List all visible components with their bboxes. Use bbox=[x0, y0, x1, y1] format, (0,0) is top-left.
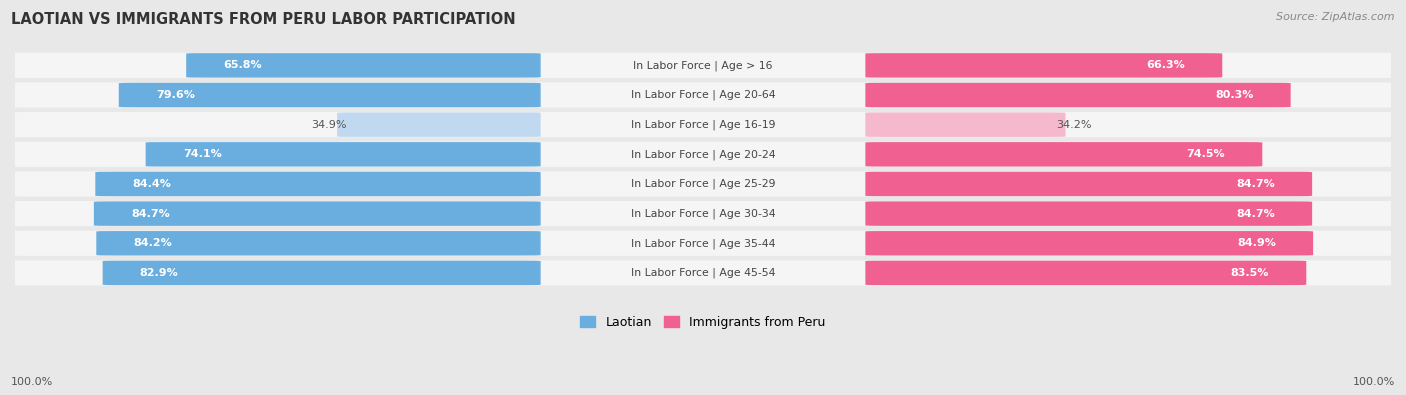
Text: 65.8%: 65.8% bbox=[224, 60, 262, 70]
Text: 80.3%: 80.3% bbox=[1215, 90, 1254, 100]
Text: 84.4%: 84.4% bbox=[132, 179, 172, 189]
Text: 34.2%: 34.2% bbox=[1056, 120, 1091, 130]
FancyBboxPatch shape bbox=[94, 201, 541, 226]
FancyBboxPatch shape bbox=[865, 142, 1263, 167]
FancyBboxPatch shape bbox=[118, 83, 541, 107]
FancyBboxPatch shape bbox=[865, 113, 1066, 137]
FancyBboxPatch shape bbox=[1, 171, 1405, 197]
FancyBboxPatch shape bbox=[1, 201, 1405, 226]
Text: In Labor Force | Age > 16: In Labor Force | Age > 16 bbox=[633, 60, 773, 71]
Text: In Labor Force | Age 20-24: In Labor Force | Age 20-24 bbox=[631, 149, 775, 160]
FancyBboxPatch shape bbox=[865, 53, 1222, 77]
Text: LAOTIAN VS IMMIGRANTS FROM PERU LABOR PARTICIPATION: LAOTIAN VS IMMIGRANTS FROM PERU LABOR PA… bbox=[11, 12, 516, 27]
FancyBboxPatch shape bbox=[865, 261, 1306, 285]
FancyBboxPatch shape bbox=[1, 83, 1405, 107]
FancyBboxPatch shape bbox=[865, 231, 1313, 256]
Text: In Labor Force | Age 25-29: In Labor Force | Age 25-29 bbox=[631, 179, 775, 189]
Text: In Labor Force | Age 20-64: In Labor Force | Age 20-64 bbox=[631, 90, 775, 100]
FancyBboxPatch shape bbox=[865, 172, 1312, 196]
FancyBboxPatch shape bbox=[1, 260, 1405, 286]
Text: 84.2%: 84.2% bbox=[134, 238, 172, 248]
Text: 74.1%: 74.1% bbox=[183, 149, 222, 159]
Text: 100.0%: 100.0% bbox=[1353, 377, 1395, 387]
FancyBboxPatch shape bbox=[186, 53, 541, 77]
Text: 84.7%: 84.7% bbox=[1236, 179, 1275, 189]
Text: 66.3%: 66.3% bbox=[1146, 60, 1185, 70]
FancyBboxPatch shape bbox=[146, 142, 541, 167]
FancyBboxPatch shape bbox=[1, 112, 1405, 137]
Text: 82.9%: 82.9% bbox=[139, 268, 179, 278]
Text: 74.5%: 74.5% bbox=[1187, 149, 1225, 159]
Legend: Laotian, Immigrants from Peru: Laotian, Immigrants from Peru bbox=[575, 311, 831, 334]
Text: 84.7%: 84.7% bbox=[1236, 209, 1275, 218]
Text: 83.5%: 83.5% bbox=[1230, 268, 1270, 278]
FancyBboxPatch shape bbox=[865, 201, 1312, 226]
FancyBboxPatch shape bbox=[1, 53, 1405, 78]
FancyBboxPatch shape bbox=[96, 231, 541, 256]
FancyBboxPatch shape bbox=[103, 261, 541, 285]
FancyBboxPatch shape bbox=[865, 83, 1291, 107]
FancyBboxPatch shape bbox=[96, 172, 541, 196]
Text: 79.6%: 79.6% bbox=[156, 90, 195, 100]
Text: In Labor Force | Age 35-44: In Labor Force | Age 35-44 bbox=[631, 238, 775, 248]
Text: In Labor Force | Age 16-19: In Labor Force | Age 16-19 bbox=[631, 119, 775, 130]
Text: 84.9%: 84.9% bbox=[1237, 238, 1277, 248]
FancyBboxPatch shape bbox=[1, 231, 1405, 256]
Text: Source: ZipAtlas.com: Source: ZipAtlas.com bbox=[1277, 12, 1395, 22]
Text: 100.0%: 100.0% bbox=[11, 377, 53, 387]
FancyBboxPatch shape bbox=[1, 142, 1405, 167]
Text: 34.9%: 34.9% bbox=[311, 120, 347, 130]
Text: In Labor Force | Age 45-54: In Labor Force | Age 45-54 bbox=[631, 268, 775, 278]
Text: 84.7%: 84.7% bbox=[131, 209, 170, 218]
Text: In Labor Force | Age 30-34: In Labor Force | Age 30-34 bbox=[631, 209, 775, 219]
FancyBboxPatch shape bbox=[337, 113, 541, 137]
